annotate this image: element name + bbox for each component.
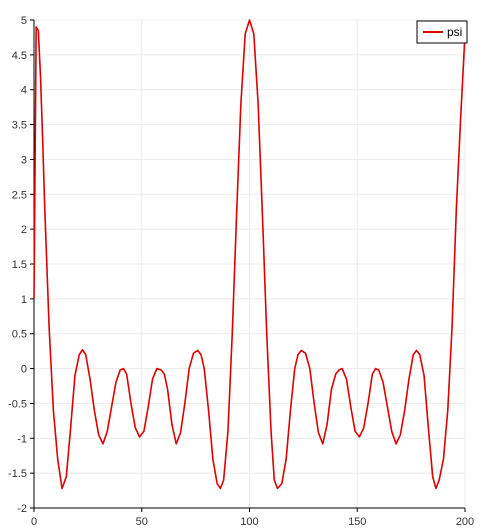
y-tick-label-13: 4.5 <box>12 50 27 62</box>
y-tick-label-7: 1.5 <box>12 259 27 271</box>
x-tick-label-0: 0 <box>31 516 37 528</box>
y-tick-label-6: 1 <box>21 294 27 306</box>
y-tick-label-1: -1.5 <box>8 468 27 480</box>
y-tick-label-9: 2.5 <box>12 189 27 201</box>
x-tick-label-1: 50 <box>136 516 148 528</box>
tick-labels: 0 50 100 150 200 -2 -1.5 -1 -0.5 0 0.5 1 1.5 2 2.5 3 3.5… <box>8 15 474 528</box>
x-tick-label-3: 150 <box>348 516 366 528</box>
legend: psi <box>416 20 468 44</box>
legend-label-psi: psi <box>447 25 462 39</box>
x-tick-label-4: 200 <box>456 516 474 528</box>
x-tick-label-2: 100 <box>240 516 258 528</box>
y-tick-label-12: 4 <box>21 85 27 97</box>
y-tick-label-10: 3 <box>21 154 27 166</box>
y-tick-label-14: 5 <box>21 15 27 27</box>
series-group <box>33 19 466 490</box>
y-tick-label-2: -1 <box>17 433 27 445</box>
y-tick-label-5: 0.5 <box>12 329 27 341</box>
y-tick-label-3: -0.5 <box>8 398 27 410</box>
y-tick-label-8: 2 <box>21 224 27 236</box>
series-line-psi <box>33 19 466 490</box>
y-tick-label-11: 3.5 <box>12 120 27 132</box>
y-tick-label-4: 0 <box>21 364 27 376</box>
y-tick-label-0: -2 <box>17 503 27 515</box>
